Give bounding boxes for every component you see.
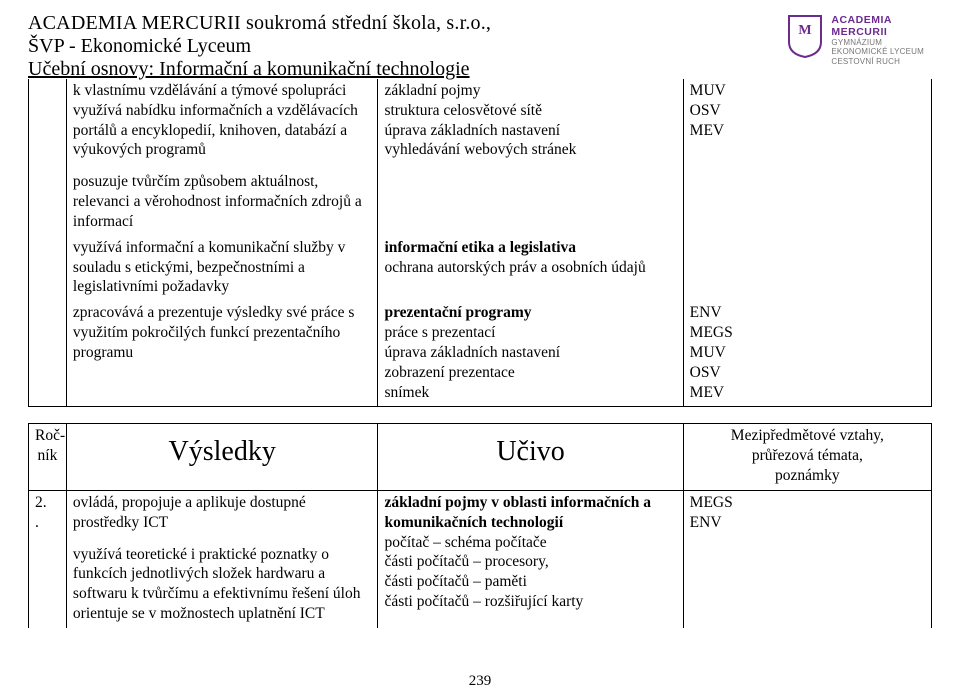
vysledky-a: ovládá, propojuje a aplikuje dostupné pr… [73, 494, 306, 531]
table-row: 2. . ovládá, propojuje a aplikuje dostup… [29, 490, 932, 627]
table-header-row: Roč- ník Výsledky Učivo Mezipředmětové v… [29, 424, 932, 490]
ucivo-bold: prezentační programy [384, 304, 531, 321]
ucivo-bold: základní pojmy v oblasti informačních a … [384, 494, 651, 531]
title-line-2: ŠVP - Ekonomické Lyceum [28, 35, 787, 58]
table-row: k vlastnímu vzdělávání a týmové spoluprá… [29, 79, 932, 236]
vysledky-cell: zpracovává a prezentuje výsledky své prá… [66, 301, 378, 407]
vysledky-text: k vlastnímu vzdělávání a týmové spoluprá… [73, 82, 358, 158]
logo-sub1: MERCURII [831, 26, 924, 38]
vysledky-c: orientuje se v možnostech uplatnění ICT [73, 605, 325, 622]
logo-sub3: EKONOMICKÉ LYCEUM [831, 47, 924, 56]
header-rocnik: Roč- ník [29, 424, 67, 490]
vazby-cell [683, 236, 931, 301]
vysledky-cell: ovládá, propojuje a aplikuje dostupné pr… [66, 490, 378, 627]
logo-main: ACADEMIA [831, 14, 924, 26]
header-vazby: Mezipředmětové vztahy, průřezová témata,… [683, 424, 931, 490]
page-header: ACADEMIA MERCURII soukromá střední škola… [28, 12, 932, 81]
vysledky-cell: využívá informační a komunikační služby … [66, 236, 378, 301]
curriculum-table-top: k vlastnímu vzdělávání a týmové spoluprá… [28, 79, 932, 407]
rocnik-cell: 2. . [29, 490, 67, 627]
ucivo-rest: počítač – schéma počítače části počítačů… [384, 534, 583, 610]
vazby-cell: ENV MEGS MUV OSV MEV [683, 301, 931, 407]
vazby-cell: MUV OSV MEV [683, 79, 931, 236]
header-ucivo: Učivo [378, 424, 683, 490]
ucivo-cell: informační etika a legislativa ochrana a… [378, 236, 683, 301]
page-number: 239 [0, 673, 960, 690]
shield-icon: M [787, 14, 823, 58]
vysledky-b: využívá teoretické i praktické poznatky … [73, 546, 361, 603]
ucivo-cell: základní pojmy struktura celosvětové sít… [378, 79, 683, 236]
rocnik-cell [29, 236, 67, 301]
logo: M ACADEMIA MERCURII GYMNÁZIUM EKONOMICKÉ… [787, 14, 924, 66]
rocnik-cell [29, 79, 67, 236]
ucivo-rest: ochrana autorských práv a osobních údajů [384, 259, 645, 276]
table-row: využívá informační a komunikační služby … [29, 236, 932, 301]
logo-sub4: CESTOVNÍ RUCH [831, 57, 924, 66]
ucivo-rest: práce s prezentací úprava základních nas… [384, 324, 560, 400]
rocnik-cell [29, 301, 67, 407]
curriculum-table-bottom: Roč- ník Výsledky Učivo Mezipředmětové v… [28, 423, 932, 627]
logo-sub2: GYMNÁZIUM [831, 38, 924, 47]
header-vysledky: Výsledky [66, 424, 378, 490]
vysledky-gap-text: posuzuje tvůrčím způsobem aktuálnost, re… [73, 173, 362, 230]
title-line-1: ACADEMIA MERCURII soukromá střední škola… [28, 12, 787, 35]
table-row: zpracovává a prezentuje výsledky své prá… [29, 301, 932, 407]
svg-text:M: M [799, 23, 812, 38]
title-line-3: Učební osnovy: Informační a komunikační … [28, 58, 787, 81]
vazby-cell: MEGS ENV [683, 490, 931, 627]
vysledky-cell: k vlastnímu vzdělávání a týmové spoluprá… [66, 79, 378, 236]
ucivo-cell: prezentační programy práce s prezentací … [378, 301, 683, 407]
ucivo-bold: informační etika a legislativa [384, 239, 576, 256]
header-titles: ACADEMIA MERCURII soukromá střední škola… [28, 12, 787, 81]
ucivo-cell: základní pojmy v oblasti informačních a … [378, 490, 683, 627]
logo-text: ACADEMIA MERCURII GYMNÁZIUM EKONOMICKÉ L… [831, 14, 924, 66]
